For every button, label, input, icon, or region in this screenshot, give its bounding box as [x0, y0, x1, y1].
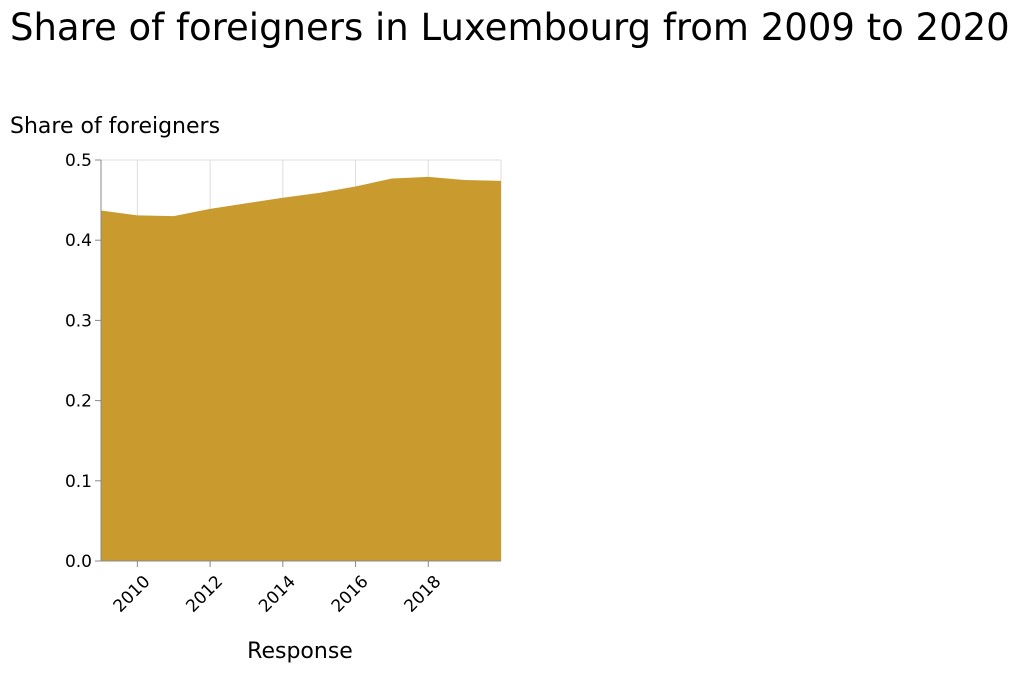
y-tick-label: 0.2	[65, 392, 92, 412]
x-tick-labels: 2010 2012 2014 2016 2018	[110, 561, 446, 617]
x-axis-title: Response	[247, 639, 353, 664]
x-tick-label: 2012	[182, 572, 227, 617]
y-tick-label: 0.0	[65, 552, 92, 572]
axes	[100, 160, 501, 562]
y-tick-label: 0.1	[65, 472, 92, 492]
x-tick-label: 2018	[401, 572, 446, 617]
x-tick-label: 2014	[255, 572, 300, 617]
y-tick-label: 0.3	[65, 311, 92, 331]
y-tick-labels: 0.0 0.1 0.2 0.3 0.4 0.5	[65, 151, 101, 572]
x-tick-label: 2010	[110, 572, 155, 617]
y-tick-label: 0.4	[65, 231, 92, 251]
chart-title: Share of foreigners in Luxembourg from 2…	[10, 6, 1010, 49]
y-axis-title: Share of foreigners	[10, 114, 220, 139]
x-tick-label: 2016	[328, 572, 373, 617]
y-tick-label: 0.5	[65, 151, 92, 171]
area-series	[101, 176, 501, 562]
